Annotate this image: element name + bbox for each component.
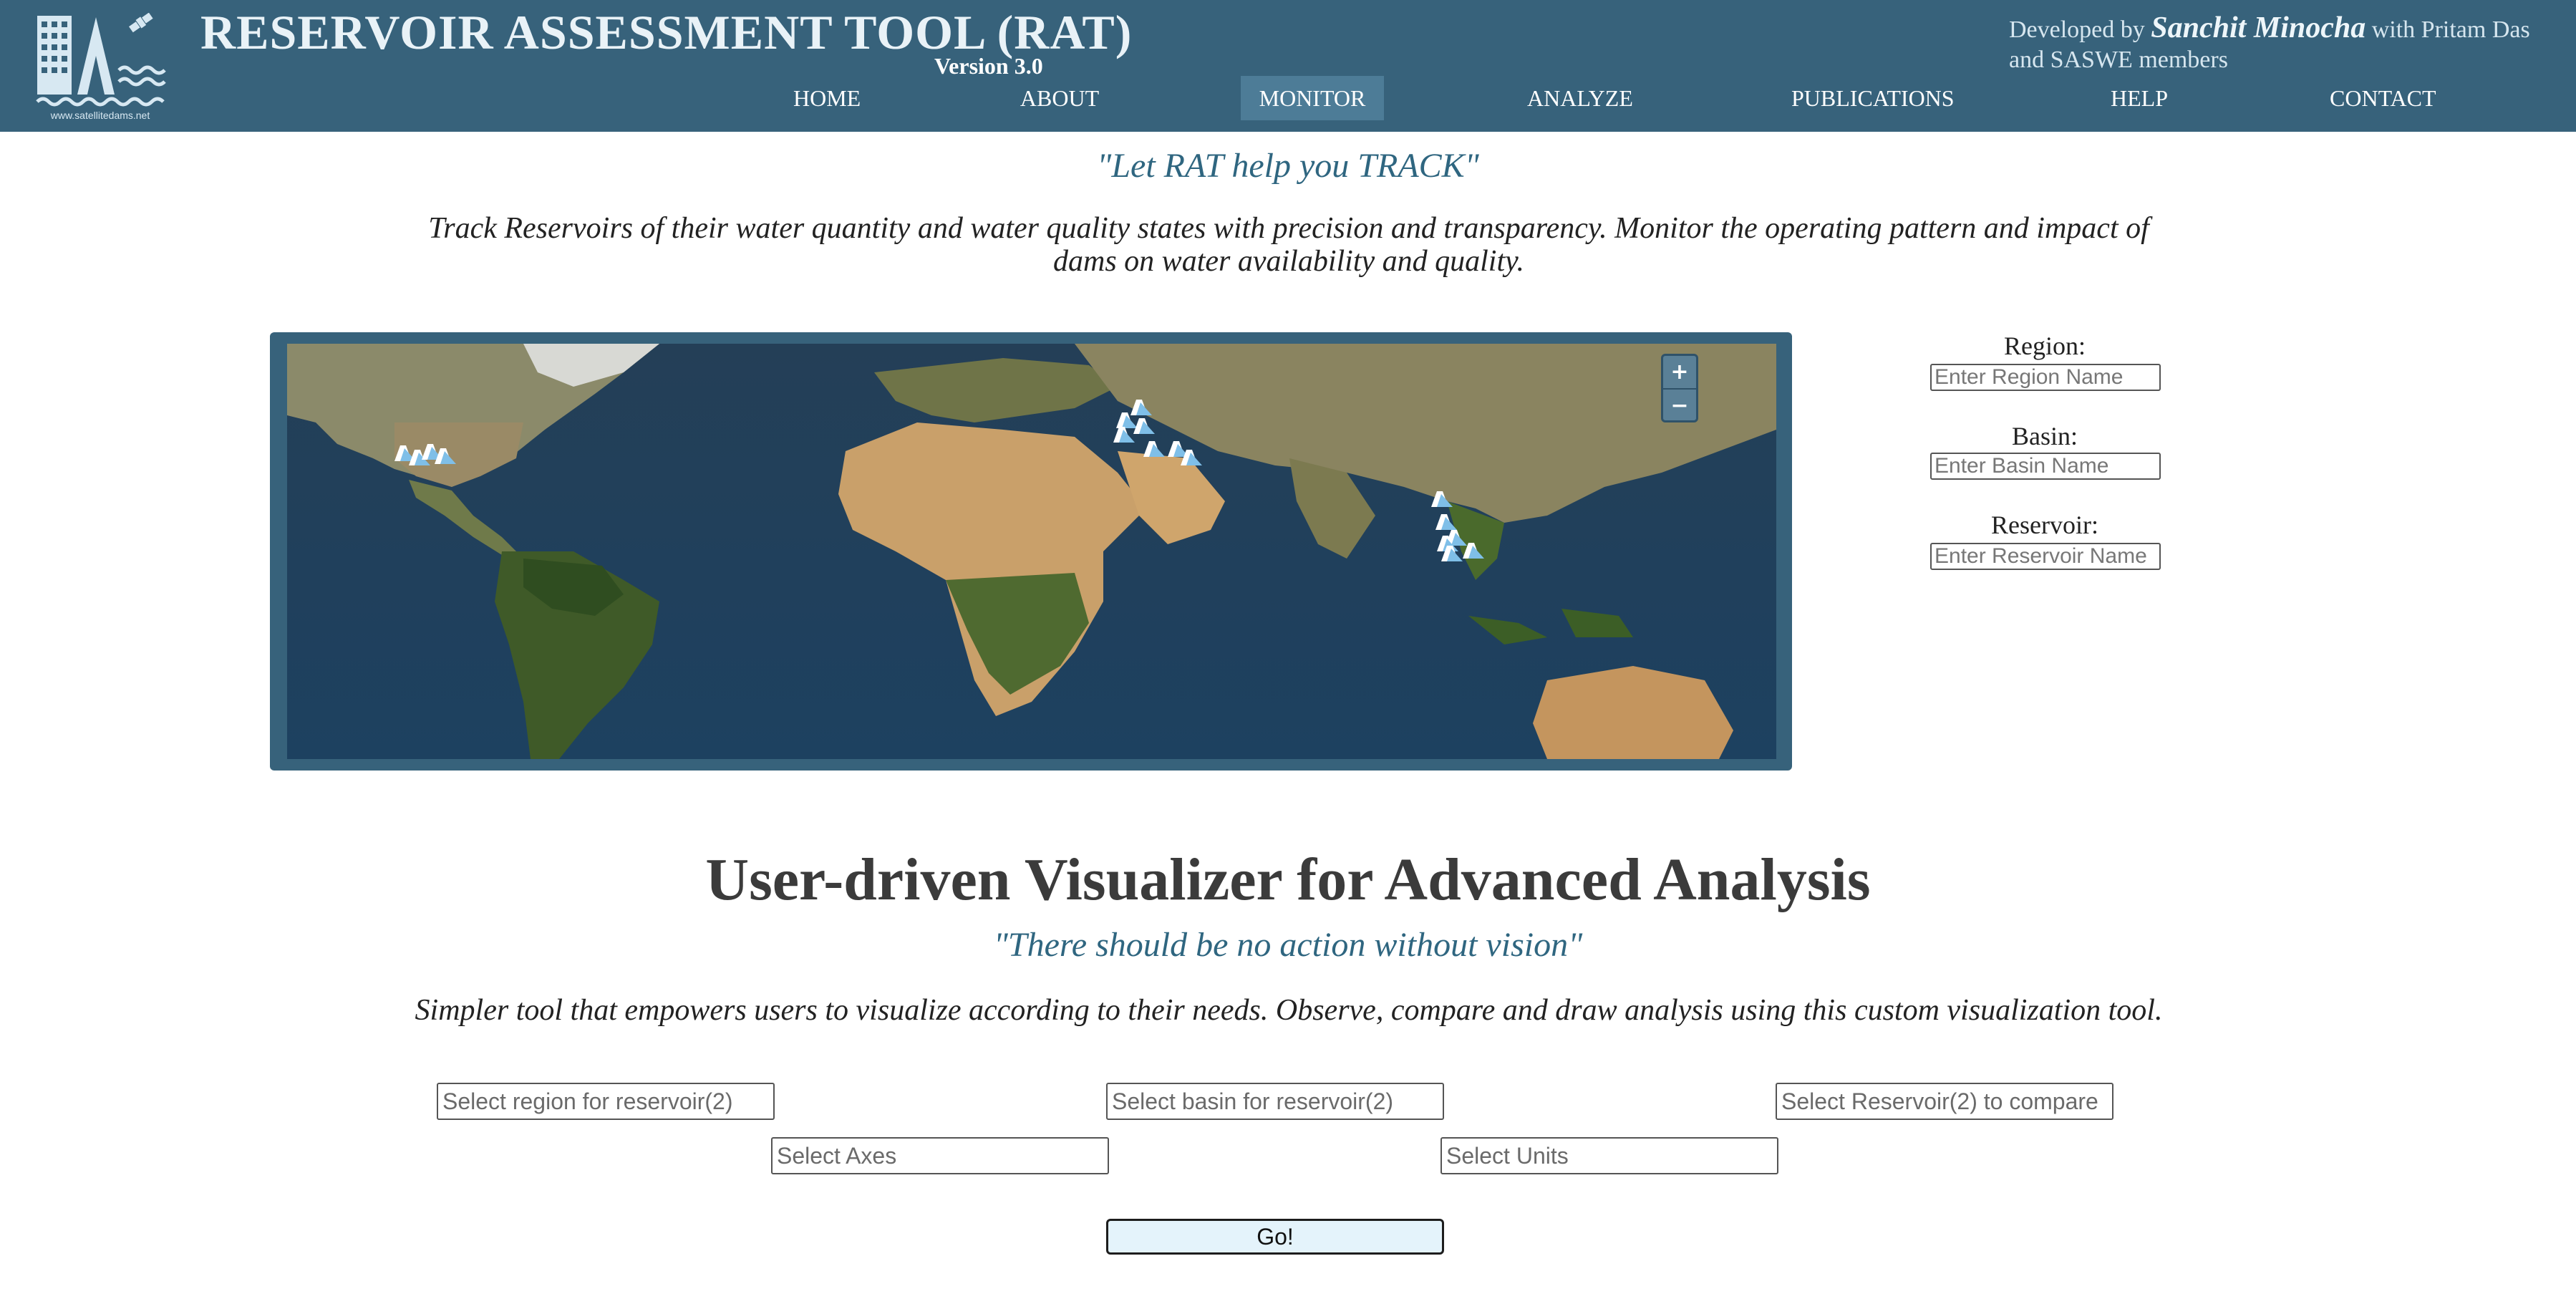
credits-prefix: Developed by [2009, 16, 2151, 43]
visualizer-description: Simpler tool that empowers users to visu… [415, 994, 2163, 1027]
basin-search-input[interactable] [1930, 453, 2161, 480]
site-header: www.satellitedams.net RESERVOIR ASSESSME… [0, 0, 2576, 132]
select-units[interactable] [1440, 1137, 1778, 1174]
nav-publications[interactable]: PUBLICATIONS [1791, 85, 1955, 111]
nav-help[interactable]: HELP [2111, 85, 2168, 111]
visualizer-title: User-driven Visualizer for Advanced Anal… [705, 846, 1871, 913]
go-button[interactable]: Go! [1106, 1219, 1444, 1255]
dam-marker-icon[interactable] [1440, 541, 1464, 563]
rat-logo[interactable]: www.satellitedams.net [34, 13, 166, 122]
map-frame: + − [270, 332, 1792, 771]
credits: Developed by Sanchit Minocha with Pritam… [2009, 13, 2553, 75]
reservoir-search-input[interactable] [1930, 543, 2161, 570]
reservoir-label: Reservoir: [1991, 511, 2098, 539]
satellite-map-image [287, 344, 1776, 759]
nav-monitor[interactable]: MONITOR [1241, 76, 1384, 120]
svg-text:www.satellitedams.net: www.satellitedams.net [50, 110, 150, 121]
region-search-input[interactable] [1930, 364, 2161, 391]
monitor-tagline: "Let RAT help you TRACK" [1097, 147, 1479, 185]
dam-marker-icon[interactable] [1461, 538, 1486, 560]
dam-marker-icon[interactable] [1430, 487, 1454, 508]
zoom-out-button[interactable]: − [1663, 388, 1696, 422]
dam-marker-icon[interactable] [1142, 437, 1166, 458]
zoom-in-button[interactable]: + [1670, 359, 1689, 385]
nav-about[interactable]: ABOUT [1020, 85, 1100, 111]
dam-marker-icon[interactable] [1179, 445, 1204, 467]
dam-marker-icon[interactable] [1434, 510, 1458, 531]
app-title: RESERVOIR ASSESSMENT TOOL (RAT) [200, 5, 1133, 59]
zoom-control: + − [1661, 354, 1698, 422]
dam-marker-icon[interactable] [1112, 422, 1136, 444]
region-label: Region: [2004, 332, 2086, 360]
credits-author: Sanchit Minocha [2151, 11, 2366, 44]
credits-suffix: with Pritam Das and SASWE members [2009, 16, 2530, 73]
nav-analyze[interactable]: ANALYZE [1527, 85, 1633, 111]
nav-home[interactable]: HOME [793, 85, 861, 111]
select-reservoir2-compare[interactable] [1776, 1083, 2113, 1120]
dam-marker-icon[interactable] [433, 444, 457, 465]
select-basin-reservoir2[interactable] [1106, 1083, 1444, 1120]
version-label: Version 3.0 [934, 53, 1043, 79]
world-map[interactable]: + − [287, 344, 1776, 759]
dam-marker-icon[interactable] [1129, 395, 1153, 417]
basin-label: Basin: [2011, 422, 2078, 450]
select-axes[interactable] [771, 1137, 1109, 1174]
dam-marker-icon[interactable] [1115, 408, 1139, 430]
select-region-reservoir2[interactable] [437, 1083, 775, 1120]
nav-contact[interactable]: CONTACT [2330, 85, 2436, 111]
monitor-description: Track Reservoirs of their water quantity… [428, 212, 2149, 278]
dam-marker-icon[interactable] [1132, 414, 1156, 435]
visualizer-tagline: "There should be no action without visio… [993, 926, 1583, 964]
